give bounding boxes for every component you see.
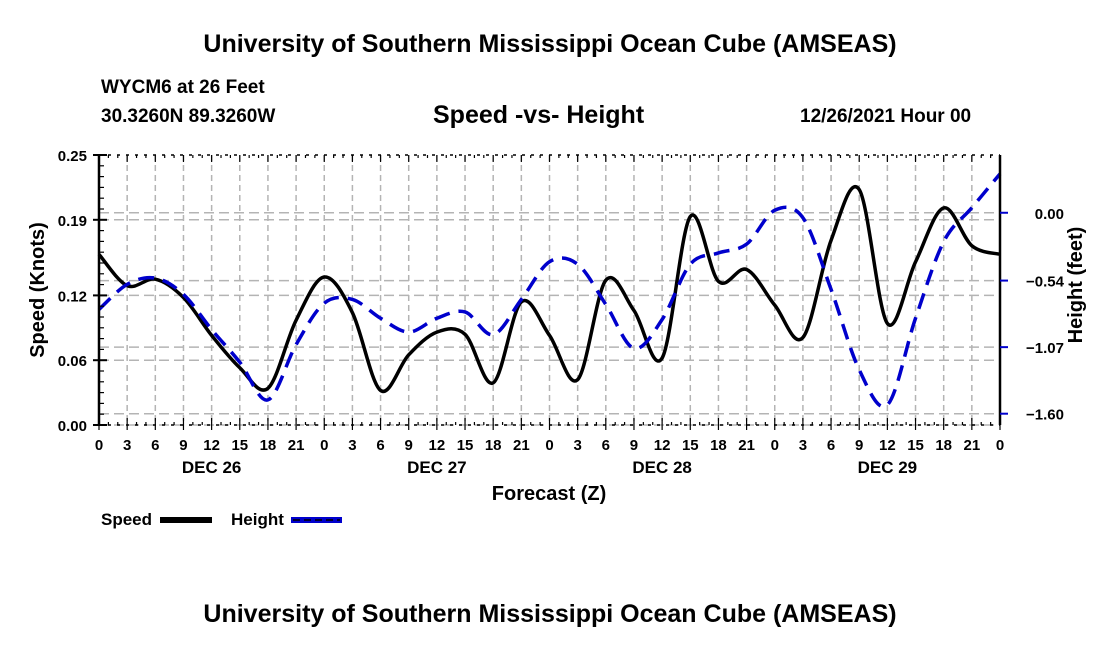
series-line-height <box>97 172 1002 409</box>
footer-title: University of Southern Mississippi Ocean… <box>203 600 897 628</box>
y-tick-label: 0.00 <box>58 418 87 435</box>
y2-tick-label: −1.60 <box>1026 407 1064 424</box>
legend-height-label: Height <box>231 510 284 529</box>
x-tick-label: 21 <box>288 437 305 454</box>
x-day-label: DEC 27 <box>407 458 467 477</box>
y-tick-label: 0.25 <box>58 148 87 165</box>
y-axis-label: Speed (Knots) <box>27 222 49 358</box>
y2-axis-label: Height (feet) <box>1065 227 1087 344</box>
y2-tick-label: −1.07 <box>1026 340 1064 357</box>
x-tick-label: 9 <box>630 437 638 454</box>
x-tick-label: 3 <box>348 437 356 454</box>
x-tick-label: 6 <box>827 437 835 454</box>
x-tick-label: 3 <box>799 437 807 454</box>
x-tick-label: 15 <box>682 437 699 454</box>
y2-tick-label: 0.00 <box>1035 206 1064 223</box>
x-tick-label: 12 <box>429 437 446 454</box>
x-tick-label: 15 <box>457 437 474 454</box>
x-tick-label: 15 <box>231 437 248 454</box>
x-tick-label: 18 <box>485 437 502 454</box>
x-tick-label: 12 <box>654 437 671 454</box>
y-tick-label: 0.06 <box>58 353 87 370</box>
x-tick-label: 6 <box>151 437 159 454</box>
x-tick-label: 0 <box>996 437 1004 454</box>
x-day-label: DEC 28 <box>632 458 692 477</box>
x-axis-label: Forecast (Z) <box>492 483 606 505</box>
x-tick-label: 21 <box>513 437 530 454</box>
x-tick-label: 3 <box>123 437 131 454</box>
station-label: WYCM6 at 26 Feet <box>101 77 265 98</box>
legend: Speed Height <box>101 510 342 529</box>
station-coordinates: 30.3260N 89.3260W <box>101 106 276 127</box>
x-tick-label: 12 <box>203 437 220 454</box>
x-tick-label: 9 <box>405 437 413 454</box>
x-tick-label: 0 <box>320 437 328 454</box>
x-day-label: DEC 26 <box>182 458 242 477</box>
axes: 0 3 6 9 12 15 18 21 0 3 6 9 12 15 18 21 0 3 6 9 12 15 18 21 0 3 6 9… <box>58 148 1065 477</box>
x-tick-label: 12 <box>879 437 896 454</box>
x-tick-label: 6 <box>602 437 610 454</box>
x-tick-label: 18 <box>260 437 277 454</box>
x-tick-label: 6 <box>376 437 384 454</box>
y-tick-label: 0.19 <box>58 213 87 230</box>
main-title: University of Southern Mississippi Ocean… <box>203 30 897 58</box>
forecast-datestamp: 12/26/2021 Hour 00 <box>800 106 972 127</box>
x-tick-label: 0 <box>545 437 553 454</box>
x-tick-label: 18 <box>935 437 952 454</box>
x-tick-label: 21 <box>964 437 981 454</box>
x-tick-label: 0 <box>95 437 103 454</box>
y-tick-label: 0.12 <box>58 288 87 305</box>
x-tick-label: 15 <box>907 437 924 454</box>
y2-tick-label: −0.54 <box>1026 274 1065 291</box>
series-lines <box>97 172 1002 409</box>
chart-title: Speed -vs- Height <box>433 101 645 129</box>
grid-lines <box>99 155 1000 426</box>
x-tick-label: 9 <box>179 437 187 454</box>
legend-speed-label: Speed <box>101 510 152 529</box>
x-tick-label: 18 <box>710 437 727 454</box>
x-tick-label: 3 <box>573 437 581 454</box>
x-day-label: DEC 29 <box>858 458 918 477</box>
x-tick-label: 9 <box>855 437 863 454</box>
series-line-speed <box>97 185 1001 394</box>
x-tick-label: 21 <box>738 437 755 454</box>
x-tick-label: 0 <box>771 437 779 454</box>
